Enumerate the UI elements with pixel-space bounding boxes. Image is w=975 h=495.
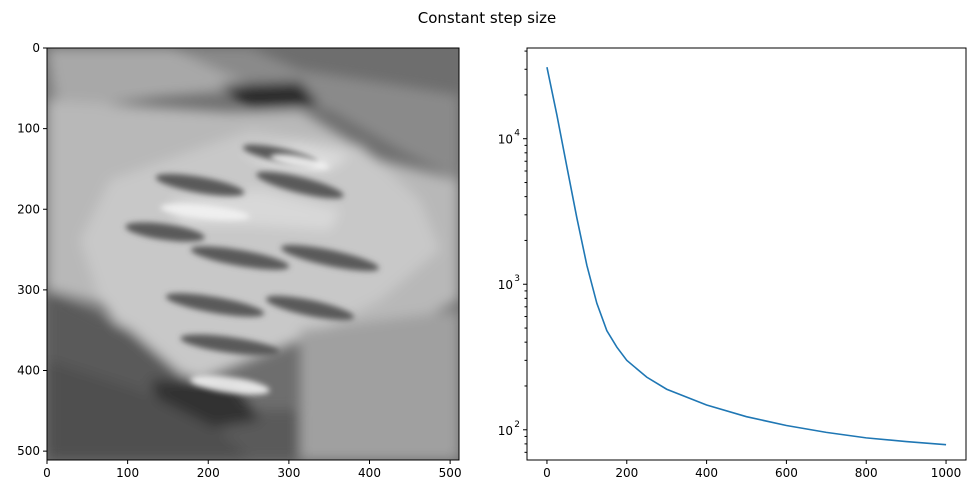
line-y-tick-label: 10 (498, 133, 513, 147)
heatmap-frame (46, 47, 460, 461)
heatmap-y-tick-label: 0 (32, 41, 40, 55)
heatmap-y-tick-label: 300 (17, 283, 40, 297)
heatmap-panel: 0 100 200 300 400 500 0 100 200 300 400 500 (17, 41, 461, 480)
reconstruction-image (47, 48, 459, 460)
heatmap-x-tick-label: 200 (197, 466, 220, 480)
line-x-tick-label: 400 (695, 466, 718, 480)
line-x-tick-label: 1000 (931, 466, 962, 480)
heatmap-x-tick-label: 100 (116, 466, 139, 480)
line-x-axis: 0 200 400 600 800 1000 (543, 460, 961, 480)
heatmap-y-tick-label: 200 (17, 202, 40, 216)
line-plot-frame (526, 47, 967, 461)
line-x-tick-label: 0 (543, 466, 551, 480)
line-y-tick-label: 10 (498, 278, 513, 292)
heatmap-x-tick-label: 0 (43, 466, 51, 480)
line-y-tick-exponent: 3 (514, 274, 520, 284)
series-line (546, 67, 947, 446)
line-x-tick-label: 600 (775, 466, 798, 480)
heatmap-y-axis: 0 100 200 300 400 500 (17, 41, 47, 458)
line-y-tick-exponent: 2 (514, 420, 520, 430)
heatmap-y-tick-label: 500 (17, 444, 40, 458)
line-x-tick-label: 200 (615, 466, 638, 480)
line-x-tick-label: 800 (855, 466, 878, 480)
heatmap-x-axis: 0 100 200 300 400 500 (43, 460, 462, 480)
heatmap-x-tick-label: 500 (439, 466, 462, 480)
heatmap-y-tick-label: 100 (17, 122, 40, 136)
line-y-tick-label: 10 (498, 424, 513, 438)
heatmap-x-tick-label: 300 (277, 466, 300, 480)
heatmap-x-tick-label: 400 (358, 466, 381, 480)
heatmap-y-tick-label: 400 (17, 364, 40, 378)
figure-title: Constant step size (418, 9, 557, 27)
line-y-tick-exponent: 4 (514, 129, 520, 139)
